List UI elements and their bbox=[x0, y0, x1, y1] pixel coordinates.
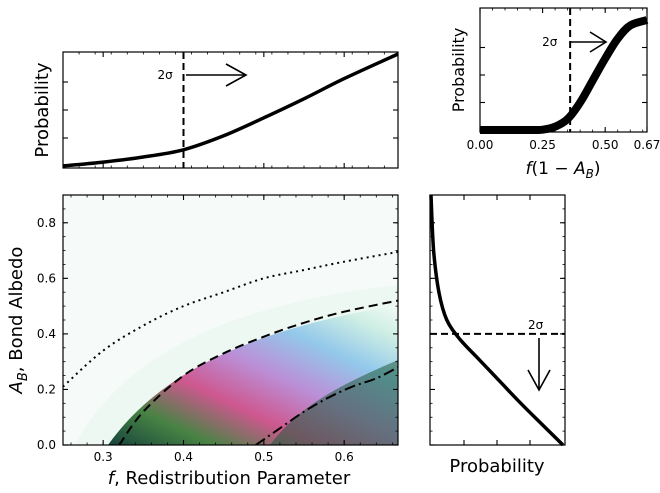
main-xtick-label: 0.5 bbox=[254, 450, 273, 464]
top-right-ylabel: Probability bbox=[449, 28, 468, 113]
top-right-marginal-panel: 0.00 0.25 0.50 0.67 2σ Probability f(1 − AB… bbox=[449, 7, 660, 181]
main-ytick-label: 0.0 bbox=[37, 438, 56, 452]
top-marginal-curve bbox=[62, 52, 399, 168]
right-marginal-arrow bbox=[527, 338, 551, 392]
right-marginal-xlabel: Probability bbox=[449, 456, 544, 477]
top-right-xtick-label: 0.50 bbox=[592, 138, 619, 152]
main-xtick-label: 0.6 bbox=[335, 450, 354, 464]
main-ytick-label: 0.2 bbox=[37, 382, 56, 396]
top-right-ticks: 0.00 0.25 0.50 0.67 bbox=[467, 8, 660, 152]
main-contour-fill bbox=[63, 195, 398, 445]
right-marginal-curve bbox=[429, 194, 565, 447]
top-marginal-frame bbox=[62, 51, 399, 169]
main-ticks: 0.3 0.4 0.5 0.6 0.0 0.2 0.4 0.6 0.8 bbox=[37, 195, 398, 464]
top-right-xtick-label: 0.00 bbox=[467, 138, 494, 152]
right-marginal-frame bbox=[429, 194, 566, 446]
top-right-frame bbox=[479, 7, 648, 133]
main-contour-lines bbox=[63, 250, 398, 445]
main-ytick-label: 0.8 bbox=[37, 216, 56, 230]
top-marginal-sigma-label: 2σ bbox=[158, 68, 174, 82]
contour-line-dashdot bbox=[255, 366, 398, 445]
top-marginal-ticks bbox=[62, 52, 398, 168]
main-ytick-label: 0.6 bbox=[37, 271, 56, 285]
right-marginal-ticks bbox=[430, 195, 565, 446]
right-marginal-panel: 2σ Probability bbox=[429, 194, 566, 477]
contour-line-dotted bbox=[63, 250, 398, 388]
contour-line-dashed bbox=[118, 299, 398, 445]
right-marginal-sigma-label: 2σ bbox=[528, 318, 544, 332]
top-right-sigma-label: 2σ bbox=[542, 35, 558, 49]
main-ylabel: AB, Bond Albedo bbox=[6, 247, 31, 395]
top-marginal-ylabel: Probability bbox=[32, 62, 53, 157]
main-contour-panel: 0.3 0.4 0.5 0.6 0.0 0.2 0.4 0.6 0.8 f, Redistrib… bbox=[6, 194, 399, 489]
top-right-arrow bbox=[570, 31, 608, 53]
top-marginal-arrow bbox=[186, 63, 248, 87]
main-xtick-label: 0.4 bbox=[174, 450, 193, 464]
top-right-xlabel: f(1 − AB) bbox=[525, 159, 600, 181]
top-marginal-panel: 2σ Probability bbox=[32, 51, 399, 169]
top-right-xtick-label: 0.25 bbox=[529, 138, 556, 152]
top-right-xtick-label: 0.67 bbox=[634, 138, 660, 152]
top-right-curve bbox=[479, 16, 649, 135]
main-xtick-label: 0.3 bbox=[94, 450, 113, 464]
main-ytick-label: 0.4 bbox=[37, 327, 56, 341]
main-xlabel: f, Redistribution Parameter bbox=[108, 468, 351, 489]
